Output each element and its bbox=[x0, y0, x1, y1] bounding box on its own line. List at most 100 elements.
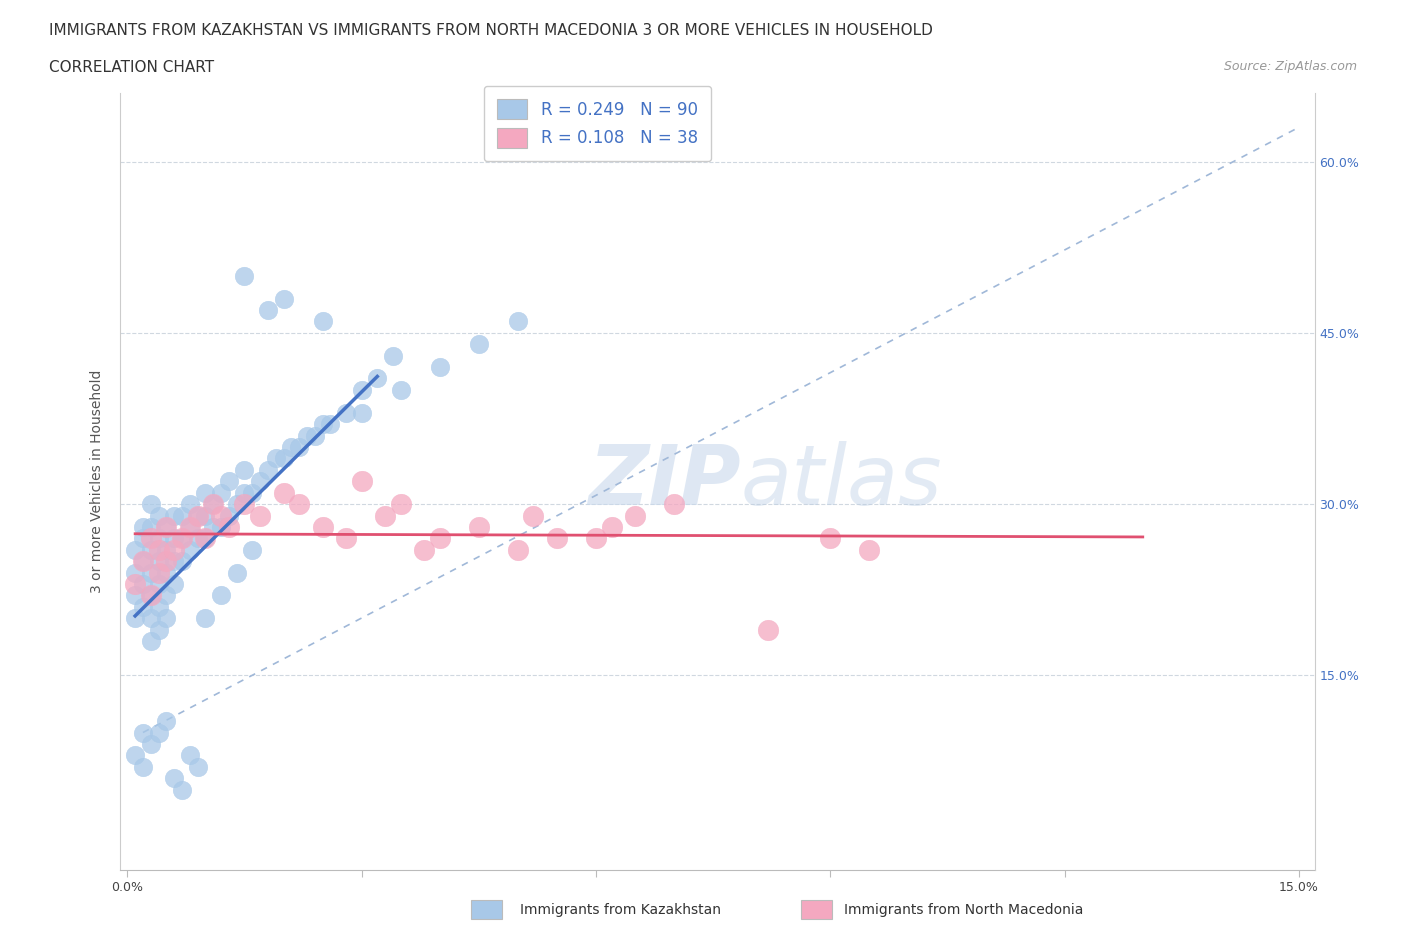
Point bbox=[124, 588, 146, 603]
Point bbox=[413, 542, 436, 557]
Point bbox=[155, 520, 177, 535]
Point bbox=[139, 633, 162, 648]
Point bbox=[139, 588, 162, 603]
Point bbox=[273, 291, 295, 306]
Point bbox=[187, 508, 209, 523]
Point bbox=[148, 531, 170, 546]
Point bbox=[233, 485, 256, 500]
Point bbox=[148, 600, 170, 615]
Point bbox=[429, 360, 451, 375]
Point bbox=[155, 611, 177, 626]
Point bbox=[350, 382, 373, 397]
Point bbox=[170, 508, 193, 523]
Point bbox=[148, 542, 170, 557]
Point bbox=[288, 440, 311, 455]
Point bbox=[319, 417, 342, 432]
Point bbox=[288, 497, 311, 512]
Point bbox=[257, 302, 280, 317]
Point bbox=[139, 565, 162, 580]
Point bbox=[311, 520, 333, 535]
Point bbox=[295, 428, 318, 443]
Text: atlas: atlas bbox=[741, 441, 942, 522]
Point bbox=[624, 508, 647, 523]
Point bbox=[273, 485, 295, 500]
Point bbox=[202, 497, 225, 512]
Point bbox=[546, 531, 568, 546]
Point bbox=[600, 520, 623, 535]
Point bbox=[233, 497, 256, 512]
Point bbox=[756, 622, 779, 637]
Point bbox=[139, 520, 162, 535]
Point bbox=[163, 531, 186, 546]
Point bbox=[148, 725, 170, 740]
Point bbox=[139, 611, 162, 626]
Point bbox=[124, 565, 146, 580]
Point bbox=[187, 759, 209, 774]
Point bbox=[233, 268, 256, 283]
Point bbox=[163, 542, 186, 557]
Point bbox=[240, 542, 263, 557]
Point bbox=[187, 531, 209, 546]
Point bbox=[257, 462, 280, 477]
Point bbox=[202, 520, 225, 535]
Point bbox=[249, 474, 271, 489]
Point bbox=[148, 553, 170, 568]
Point bbox=[163, 508, 186, 523]
Point bbox=[194, 531, 217, 546]
Point bbox=[468, 520, 491, 535]
Point bbox=[163, 771, 186, 786]
Point bbox=[662, 497, 685, 512]
Point bbox=[148, 565, 170, 580]
Point bbox=[170, 531, 193, 546]
Point bbox=[350, 474, 373, 489]
Point bbox=[335, 531, 357, 546]
Point bbox=[311, 417, 333, 432]
Point bbox=[820, 531, 842, 546]
Point bbox=[155, 588, 177, 603]
Point bbox=[179, 748, 201, 763]
Point bbox=[335, 405, 357, 420]
Point bbox=[273, 451, 295, 466]
Legend: R = 0.249   N = 90, R = 0.108   N = 38: R = 0.249 N = 90, R = 0.108 N = 38 bbox=[484, 86, 711, 162]
Point bbox=[179, 542, 201, 557]
Point bbox=[187, 508, 209, 523]
Point bbox=[132, 577, 155, 591]
Point bbox=[225, 497, 247, 512]
Point bbox=[124, 748, 146, 763]
Point bbox=[132, 553, 155, 568]
Point bbox=[179, 497, 201, 512]
Point bbox=[148, 508, 170, 523]
Point bbox=[148, 577, 170, 591]
Point bbox=[194, 485, 217, 500]
Point bbox=[218, 508, 240, 523]
Y-axis label: 3 or more Vehicles in Household: 3 or more Vehicles in Household bbox=[90, 369, 104, 593]
Point bbox=[132, 553, 155, 568]
Point bbox=[139, 588, 162, 603]
Point bbox=[218, 474, 240, 489]
Point bbox=[389, 497, 412, 512]
Point bbox=[506, 314, 529, 329]
Point bbox=[132, 600, 155, 615]
Point bbox=[264, 451, 287, 466]
Point bbox=[132, 531, 155, 546]
Point bbox=[155, 542, 177, 557]
Point bbox=[170, 531, 193, 546]
Point bbox=[124, 577, 146, 591]
Point bbox=[585, 531, 607, 546]
Point bbox=[155, 553, 177, 568]
Point bbox=[155, 713, 177, 728]
Point bbox=[522, 508, 544, 523]
Point bbox=[163, 553, 186, 568]
Point bbox=[350, 405, 373, 420]
Point bbox=[366, 371, 388, 386]
Text: ZIP: ZIP bbox=[588, 441, 741, 522]
Point bbox=[429, 531, 451, 546]
Point bbox=[163, 577, 186, 591]
Point bbox=[132, 725, 155, 740]
Point bbox=[506, 542, 529, 557]
Point bbox=[139, 737, 162, 751]
Point bbox=[389, 382, 412, 397]
Text: Immigrants from North Macedonia: Immigrants from North Macedonia bbox=[844, 902, 1083, 917]
Point bbox=[209, 485, 232, 500]
Point bbox=[209, 520, 232, 535]
